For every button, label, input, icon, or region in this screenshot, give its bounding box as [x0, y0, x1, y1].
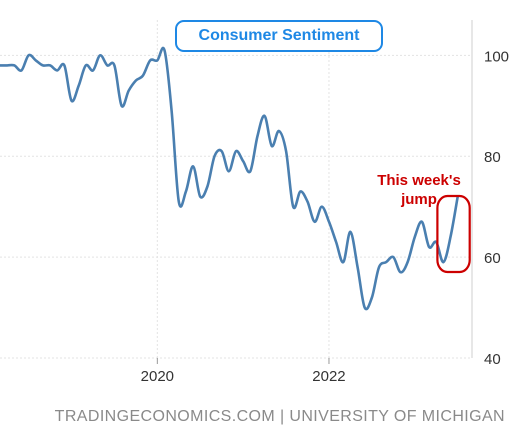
y-tick-label: 100 [484, 48, 509, 65]
highlight-layer [436, 194, 471, 274]
x-tick-label: 2020 [141, 368, 174, 385]
axis-ticks: 40 60 80 100 2020 2022 [141, 48, 509, 385]
annotation-line-1: This week's [377, 172, 461, 189]
y-tick-label: 80 [484, 149, 501, 166]
series-line [0, 46, 459, 311]
x-tick-label: 2022 [312, 368, 345, 385]
chart-title-box: Consumer Sentiment [175, 20, 383, 52]
y-tick-label: 40 [484, 351, 501, 368]
annotation-line-2: jump [401, 191, 437, 208]
highlight-ellipse [436, 194, 471, 274]
source-attribution: TRADINGECONOMICS.COM | UNIVERSITY OF MIC… [54, 408, 505, 425]
series-layer [0, 46, 459, 311]
chart-annotation: This week's jump [362, 171, 476, 209]
y-tick-label: 60 [484, 250, 501, 267]
chart-title: Consumer Sentiment [198, 27, 360, 44]
